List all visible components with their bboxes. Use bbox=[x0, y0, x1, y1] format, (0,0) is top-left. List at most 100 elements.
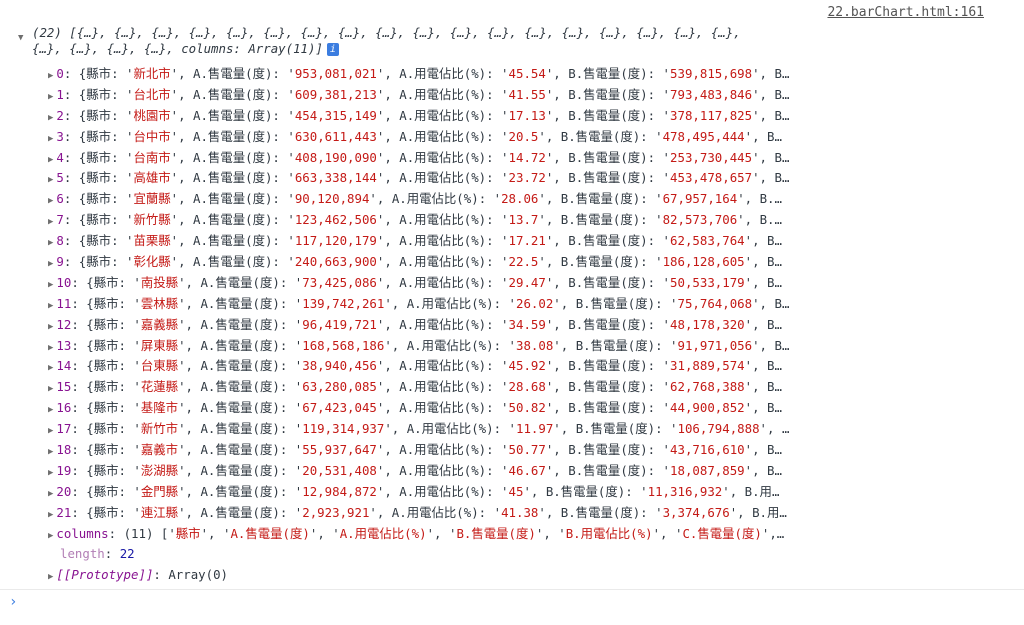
key-a-pct: A.用電佔比(%) bbox=[399, 212, 487, 228]
value-city: 高雄市 bbox=[133, 170, 171, 186]
expand-triangle-icon[interactable]: ▶ bbox=[48, 488, 54, 499]
array-entry-row[interactable]: ▶ 7: {縣市: '新竹縣', A.售電量(度): '123,462,506',… bbox=[48, 212, 782, 228]
array-entry-row[interactable]: ▶ 11: {縣市: '雲林縣', A.售電量(度): '139,742,261'… bbox=[48, 295, 790, 311]
expand-triangle-icon[interactable]: ▶ bbox=[48, 238, 54, 249]
array-entry-row[interactable]: ▶ 5: {縣市: '高雄市', A.售電量(度): '663,338,144',… bbox=[48, 170, 790, 186]
expand-triangle-icon[interactable]: ▶ bbox=[48, 154, 54, 165]
expand-triangle-icon[interactable]: ▶ bbox=[48, 572, 54, 583]
key-a-pct: A.用電佔比(%) bbox=[399, 86, 487, 102]
expand-triangle-icon[interactable]: ▶ bbox=[48, 133, 54, 144]
expand-triangle-icon[interactable]: ▶ bbox=[48, 71, 54, 81]
key-a-pct: A.用電佔比(%) bbox=[399, 462, 487, 478]
expand-triangle-icon[interactable]: ▶ bbox=[48, 384, 54, 395]
array-entry-row[interactable]: ▶ 13: {縣市: '屏東縣', A.售電量(度): '168,568,186'… bbox=[48, 337, 790, 353]
key-a-sales: A.售電量(度) bbox=[200, 337, 280, 353]
key-a-pct: A.用電佔比(%) bbox=[399, 128, 487, 144]
array-entry-row[interactable]: ▶ 20: {縣市: '金門縣', A.售電量(度): '12,984,872',… bbox=[48, 483, 780, 499]
expand-triangle-icon[interactable]: ▶ bbox=[48, 112, 54, 123]
value-b-sales: 793,483,846 bbox=[670, 86, 753, 102]
key-b-sales: B.售電量(度) bbox=[575, 337, 656, 353]
key-city: 縣市 bbox=[86, 212, 112, 228]
console-divider bbox=[0, 589, 1024, 590]
value-a-sales: 139,742,261 bbox=[302, 295, 385, 311]
expand-triangle-icon[interactable]: ▶ bbox=[48, 321, 54, 332]
truncated-tail: B… bbox=[774, 295, 790, 311]
value-b-sales: 48,178,320 bbox=[670, 316, 745, 332]
array-entry-row[interactable]: ▶ 12: {縣市: '嘉義縣', A.售電量(度): '96,419,721',… bbox=[48, 316, 782, 332]
prototype-value: Array(0) bbox=[168, 567, 229, 583]
truncated-tail: B… bbox=[767, 274, 782, 290]
expand-triangle-icon[interactable]: ▶ bbox=[48, 405, 54, 416]
array-entry-row[interactable]: ▶ 2: {縣市: '桃園市', A.售電量(度): '454,315,149',… bbox=[48, 107, 790, 123]
expand-triangle-icon[interactable]: ▶ bbox=[48, 217, 54, 228]
expand-triangle-icon[interactable]: ▶ bbox=[48, 509, 54, 520]
value-a-sales: 123,462,506 bbox=[294, 212, 377, 228]
value-a-pct: 41.38 bbox=[501, 504, 539, 520]
key-a-pct: A.用電佔比(%) bbox=[391, 191, 479, 207]
expand-triangle-icon[interactable]: ▶ bbox=[48, 91, 54, 102]
array-entry-row[interactable]: ▶ 6: {縣市: '宜蘭縣', A.售電量(度): '90,120,894', … bbox=[48, 191, 782, 207]
key-b-sales: B.售電量(度) bbox=[575, 295, 656, 311]
value-a-sales: 663,338,144 bbox=[294, 170, 377, 186]
truncated-tail: B.… bbox=[759, 191, 782, 207]
expand-triangle-icon[interactable]: ▶ bbox=[48, 279, 54, 290]
expand-triangle-icon[interactable]: ▶ bbox=[48, 363, 54, 374]
value-city: 彰化縣 bbox=[133, 254, 171, 270]
info-icon[interactable]: i bbox=[326, 43, 339, 56]
array-entry-row[interactable]: ▶ 17: {縣市: '新竹市', A.售電量(度): '119,314,937'… bbox=[48, 421, 790, 437]
array-entry-row[interactable]: ▶ 10: {縣市: '南投縣', A.售電量(度): '73,425,086',… bbox=[48, 274, 782, 290]
collapse-triangle-icon[interactable]: ▼ bbox=[18, 33, 24, 43]
expand-triangle-icon[interactable]: ▶ bbox=[48, 196, 54, 207]
array-entry-row[interactable]: ▶ 18: {縣市: '嘉義市', A.售電量(度): '55,937,647',… bbox=[48, 442, 782, 458]
truncated-tail: B… bbox=[767, 316, 782, 332]
key-city: 縣市 bbox=[93, 462, 119, 478]
value-b-sales: 44,900,852 bbox=[670, 400, 745, 416]
truncated-tail: B… bbox=[767, 233, 782, 249]
expand-triangle-icon[interactable]: ▶ bbox=[48, 175, 54, 186]
entry-index: 7 bbox=[56, 212, 64, 228]
expand-triangle-icon[interactable]: ▶ bbox=[48, 447, 54, 458]
column-name: C.售電量(度) bbox=[682, 525, 762, 541]
expand-triangle-icon[interactable]: ▶ bbox=[48, 467, 54, 478]
array-entry-row[interactable]: ▶ 3: {縣市: '台中市', A.售電量(度): '630,611,443',… bbox=[48, 128, 782, 144]
source-link[interactable]: 22.barChart.html:161 bbox=[827, 5, 984, 20]
key-a-pct: A.用電佔比(%) bbox=[399, 442, 487, 458]
array-entry-row[interactable]: ▶ 1: {縣市: '台北市', A.售電量(度): '609,381,213',… bbox=[48, 86, 790, 102]
entry-index: 14 bbox=[56, 358, 72, 374]
array-entry-row[interactable]: ▶ 0: {縣市: '新北市', A.售電量(度): '953,081,021',… bbox=[48, 66, 790, 81]
array-entry-row[interactable]: ▶ 8: {縣市: '苗栗縣', A.售電量(度): '117,120,179',… bbox=[48, 233, 782, 249]
console-prompt-icon[interactable]: › bbox=[9, 594, 18, 610]
key-a-sales: A.售電量(度) bbox=[193, 149, 273, 165]
value-a-sales: 609,381,213 bbox=[294, 86, 377, 102]
truncated-tail: … bbox=[776, 525, 785, 541]
array-entry-row[interactable]: ▶ 15: {縣市: '花蓮縣', A.售電量(度): '63,280,085',… bbox=[48, 379, 782, 395]
value-a-pct: 28.06 bbox=[501, 191, 539, 207]
value-b-sales: 3,374,676 bbox=[662, 504, 730, 520]
key-city: 縣市 bbox=[93, 337, 119, 353]
expand-triangle-icon[interactable]: ▶ bbox=[48, 530, 54, 541]
expand-triangle-icon[interactable]: ▶ bbox=[48, 300, 54, 311]
value-a-sales: 55,937,647 bbox=[302, 442, 377, 458]
array-entry-row[interactable]: ▶ 14: {縣市: '台東縣', A.售電量(度): '38,940,456',… bbox=[48, 358, 782, 374]
array-entry-row[interactable]: ▶ 9: {縣市: '彰化縣', A.售電量(度): '240,663,900',… bbox=[48, 254, 782, 270]
key-city: 縣市 bbox=[86, 86, 112, 102]
columns-row[interactable]: ▶ columns: (11) ['縣市', 'A.售電量(度)', 'A.用電佔… bbox=[48, 525, 785, 541]
key-a-pct: A.用電佔比(%) bbox=[399, 233, 487, 249]
value-city: 新竹縣 bbox=[133, 212, 171, 228]
array-entry-row[interactable]: ▶ 19: {縣市: '澎湖縣', A.售電量(度): '20,531,408',… bbox=[48, 462, 782, 478]
array-summary[interactable]: ▼ (22) [{…}, {…}, {…}, {…}, {…}, {…}, {…… bbox=[18, 25, 1012, 57]
key-a-pct: A.用電佔比(%) bbox=[399, 379, 487, 395]
key-a-sales: A.售電量(度) bbox=[200, 483, 280, 499]
array-entry-row[interactable]: ▶ 21: {縣市: '連江縣', A.售電量(度): '2,923,921', … bbox=[48, 504, 787, 520]
expand-triangle-icon[interactable]: ▶ bbox=[48, 259, 54, 270]
array-entry-row[interactable]: ▶ 4: {縣市: '台南市', A.售電量(度): '408,190,090',… bbox=[48, 149, 790, 165]
entry-index: 12 bbox=[56, 316, 72, 332]
array-entry-row[interactable]: ▶ 16: {縣市: '基隆市', A.售電量(度): '67,423,045',… bbox=[48, 400, 782, 416]
expand-triangle-icon[interactable]: ▶ bbox=[48, 426, 54, 437]
key-a-pct: A.用電佔比(%) bbox=[399, 170, 487, 186]
expand-triangle-icon[interactable]: ▶ bbox=[48, 342, 54, 353]
entry-index: 2 bbox=[56, 107, 64, 123]
key-b-sales: B.售電量(度) bbox=[568, 107, 648, 123]
entry-index: 1 bbox=[56, 86, 64, 102]
prototype-row[interactable]: ▶ [[Prototype]]: Array(0) bbox=[48, 567, 229, 583]
